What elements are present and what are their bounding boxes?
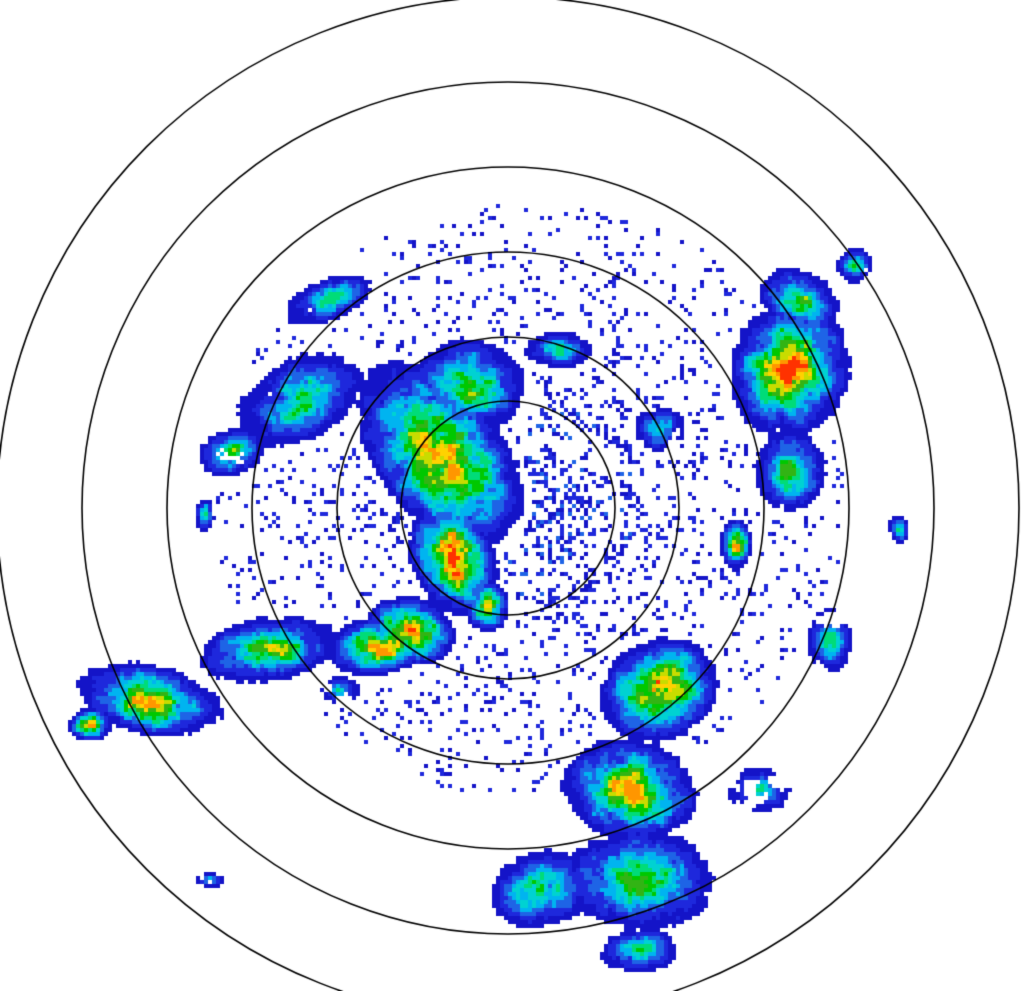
range-rings-layer [0,0,1029,991]
radar-display[interactable] [0,0,1029,991]
